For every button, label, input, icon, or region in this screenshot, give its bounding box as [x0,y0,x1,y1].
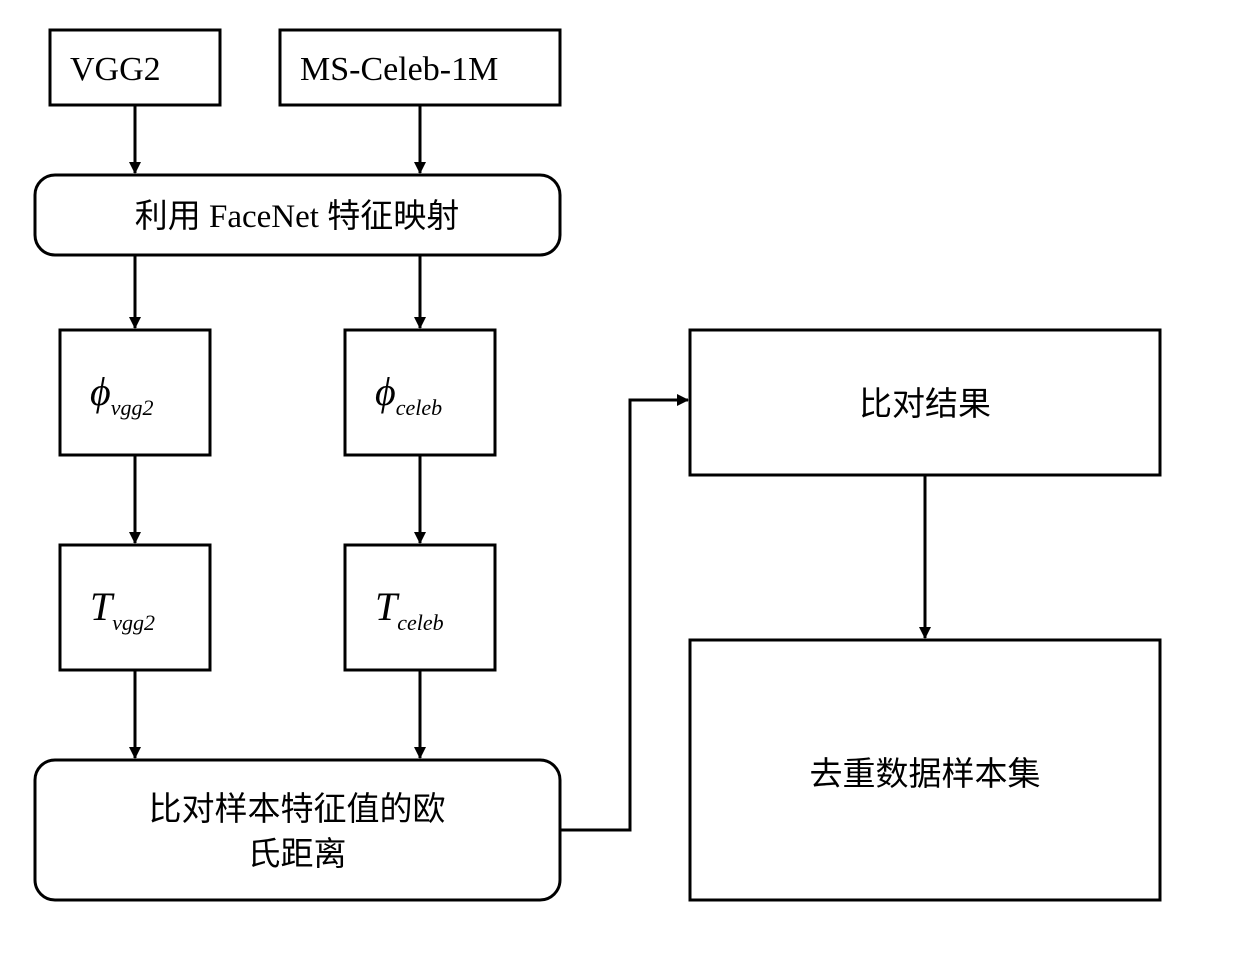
node-phi-celeb: ϕceleb [345,330,495,455]
node-t-celeb: Tceleb [345,545,495,670]
node-dedup: 去重数据样本集 [690,640,1160,900]
node-msceleb: MS-Celeb-1M [280,30,560,105]
edge-euclid-result [560,400,688,830]
label-euclidean-line2: 氏距离 [248,836,347,873]
node-euclidean: 比对样本特征值的欧 氏距离 [35,760,560,900]
flowchart-canvas: VGG2 MS-Celeb-1M 利用 FaceNet 特征映射 ϕvgg2 ϕ… [0,0,1240,965]
label-facenet: 利用 FaceNet 特征映射 [135,198,459,235]
label-msceleb: MS-Celeb-1M [300,51,498,88]
label-euclidean-line1: 比对样本特征值的欧 [149,791,446,828]
label-result: 比对结果 [859,386,991,423]
node-phi-vgg2: ϕvgg2 [60,330,210,455]
label-dedup: 去重数据样本集 [810,756,1041,793]
node-vgg2: VGG2 [50,30,220,105]
node-result: 比对结果 [690,330,1160,475]
node-t-vgg2: Tvgg2 [60,545,210,670]
label-vgg2: VGG2 [70,51,161,88]
node-facenet: 利用 FaceNet 特征映射 [35,175,560,255]
